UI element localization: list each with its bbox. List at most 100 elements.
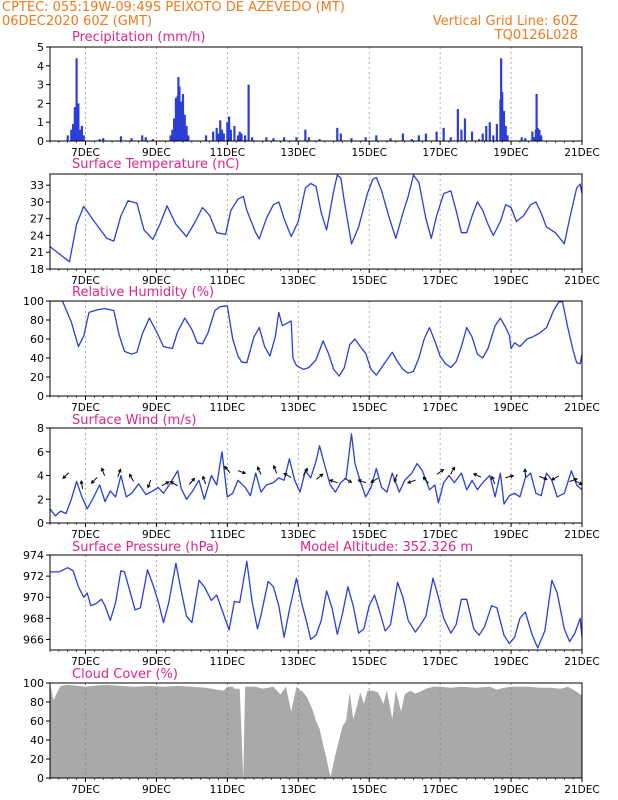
precip-bar (538, 129, 541, 141)
rh-ytick-label: 0 (37, 390, 44, 403)
precip-bar (295, 137, 298, 141)
wind-xtick-label: 15DEC (351, 529, 386, 541)
wind-arrow (505, 474, 515, 479)
temp-xtick-label: 21DEC (564, 275, 599, 287)
wind-arrow-shaft (161, 481, 169, 487)
rh-frame (49, 300, 583, 397)
precip-bar (238, 131, 241, 141)
wind-arrow (188, 477, 196, 485)
precip-bar (524, 138, 527, 141)
wind-xtick-label: 17DEC (422, 529, 457, 541)
precip-bar (204, 135, 208, 141)
wind-arrow-head (165, 481, 170, 485)
wind-arrow-shaft (316, 473, 323, 480)
wind-ytick-label: 6 (37, 446, 44, 459)
wind-arrow-shaft (569, 478, 578, 483)
wind-arrow-head (523, 468, 528, 473)
precip-bar (265, 137, 268, 141)
pres-xtick-label: 13DEC (281, 656, 316, 668)
precip-bar (318, 139, 321, 141)
precip-bar (478, 139, 481, 141)
precip-bar (130, 138, 133, 141)
precip-bar (233, 125, 236, 141)
precip-bar (144, 137, 147, 141)
precip-bar (485, 125, 488, 141)
cloud-ytick-label: 40 (30, 734, 44, 747)
wind-arrow-shaft (329, 479, 338, 484)
pres-xtick-label: 11DEC (210, 656, 245, 668)
precip-bar (304, 129, 307, 141)
pres-xtick-label: 7DEC (71, 656, 100, 668)
wind-arrow (328, 479, 338, 484)
humidity-title: Relative Humidity (%) (72, 285, 214, 300)
wind-arrow-head (272, 464, 277, 470)
temp-ytick-label: 27 (30, 213, 44, 226)
wind-ytick-label: 8 (37, 422, 44, 435)
precip-bar (174, 97, 178, 141)
wind-arrow (79, 480, 84, 490)
wind-arrow-shaft (273, 465, 278, 474)
pres-panel: 966 968 970 972 974 7DEC 9DEC 11DEC 13DEC 15DEC 17… (23, 549, 600, 668)
rh-xtick-label: 9DEC (142, 402, 171, 414)
rh-xtick-label: 21DEC (564, 402, 599, 414)
wind-arrow-shaft (491, 476, 496, 485)
precip-bar (212, 131, 215, 141)
precip-bar (80, 125, 84, 141)
precip-bar (79, 129, 82, 141)
precip-bar (389, 138, 392, 141)
temp-line (50, 174, 582, 263)
precip-panel: 0 1 2 3 4 5 7DEC 9DEC 11DEC 13DEC 15DEC 17DEC 19DEC 2… (37, 41, 600, 159)
wind-arrow-shaft (129, 474, 135, 482)
wind-title: Surface Wind (m/s) (72, 413, 196, 428)
precip-bar (169, 135, 172, 141)
cloud-xtick-label: 15DEC (351, 784, 386, 796)
wind-arrow-head (129, 473, 133, 478)
precip-bar (228, 116, 231, 141)
wind-arrow-head (90, 479, 95, 484)
precip-bar (220, 129, 224, 141)
wind-ytick-label: 0 (37, 517, 44, 530)
wind-arrow-head (509, 474, 515, 479)
temp-ytick-label: 21 (30, 246, 44, 259)
wind-arrow-head (191, 477, 196, 482)
wind-arrow-shaft (393, 473, 398, 482)
precip-xtick-label: 17DEC (422, 147, 457, 159)
wind-panel: 0 2 4 6 8 7DEC 9DEC 11DEC 13DEC 15DEC 17DEC 19DEC 21… (37, 422, 600, 541)
wind-arrow (523, 468, 528, 478)
pres-ytick-label: 968 (23, 612, 44, 625)
wind-arrow (551, 475, 560, 481)
precip-bar (73, 107, 76, 141)
temp-xtick-label: 15DEC (351, 275, 386, 287)
pres-xtick-label: 19DEC (493, 656, 528, 668)
wind-arrow-shaft (62, 472, 70, 479)
wind-arrow (62, 472, 70, 480)
rh-ytick-label: 60 (30, 333, 44, 346)
header-station-line: CPTEC: 055:19W-09:49S PEIXOTO DE AZEVEDO… (2, 0, 345, 15)
wind-arrow (272, 464, 278, 474)
precip-bar (183, 114, 186, 141)
cloud-ytick-label: 80 (30, 696, 44, 709)
pressure-title: Surface Pressure (hPa) (72, 540, 219, 555)
cloud-ytick-label: 0 (37, 772, 44, 785)
temp-xtick-label: 13DEC (281, 275, 316, 287)
plots: 0 1 2 3 4 5 7DEC 9DEC 11DEC 13DEC 15DEC 17DEC 19DEC 2… (23, 41, 600, 796)
wind-arrow (344, 477, 353, 483)
header-run-date: 06DEC2020 60Z (GMT) (2, 14, 152, 29)
precip-bar (187, 135, 190, 141)
cloud-xtick-label: 13DEC (281, 784, 316, 796)
precip-bar (185, 125, 188, 141)
pres-ytick-label: 966 (23, 633, 44, 646)
wind-arrow-shaft (101, 468, 106, 476)
rh-xtick-label: 15DEC (351, 402, 386, 414)
wind-arrow (100, 467, 106, 476)
wind-arrow (161, 481, 170, 487)
rh-line (50, 301, 582, 377)
wind-xtick-label: 21DEC (564, 529, 599, 541)
temperature-title: Surface Temperature (nC) (72, 157, 240, 172)
wind-arrow-shaft (188, 478, 195, 485)
temp-ytick-label: 18 (30, 263, 44, 276)
precip-bar (247, 84, 250, 141)
precip-bar (171, 129, 174, 141)
wind-arrow-head (551, 476, 556, 481)
